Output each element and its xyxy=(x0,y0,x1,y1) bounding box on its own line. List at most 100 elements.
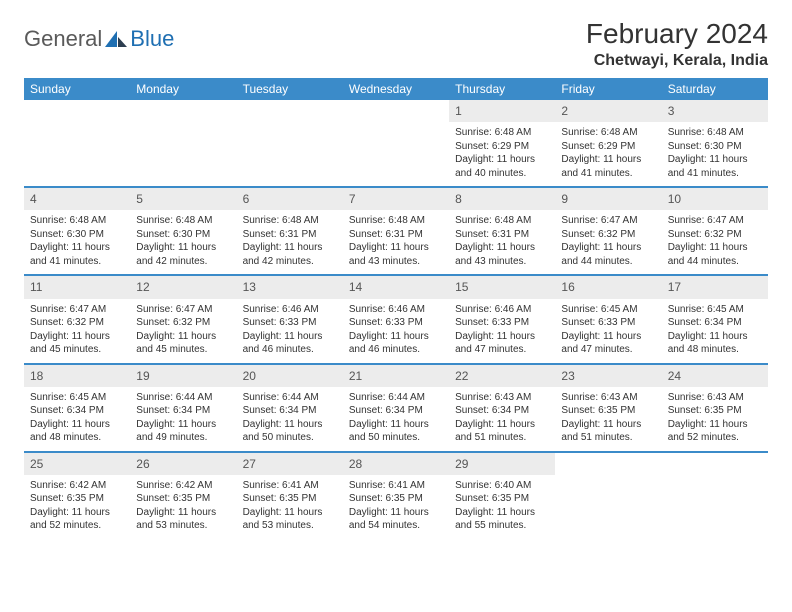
location-label: Chetwayi, Kerala, India xyxy=(586,52,768,70)
calendar-day-cell: 3Sunrise: 6:48 AMSunset: 6:30 PMDaylight… xyxy=(662,100,768,187)
day-number: 15 xyxy=(449,276,555,298)
sunrise-text: Sunrise: 6:46 AM xyxy=(243,303,337,317)
calendar-day-cell: 29Sunrise: 6:40 AMSunset: 6:35 PMDayligh… xyxy=(449,452,555,539)
sunrise-text: Sunrise: 6:46 AM xyxy=(455,303,549,317)
day-number: 29 xyxy=(449,453,555,475)
sunrise-text: Sunrise: 6:48 AM xyxy=(668,126,762,140)
calendar-day-cell: .. xyxy=(343,100,449,187)
daylight-text: Daylight: 11 hours and 43 minutes. xyxy=(349,241,443,268)
sunrise-text: Sunrise: 6:42 AM xyxy=(30,479,124,493)
daylight-text: Daylight: 11 hours and 42 minutes. xyxy=(243,241,337,268)
daylight-text: Daylight: 11 hours and 47 minutes. xyxy=(561,330,655,357)
daylight-text: Daylight: 11 hours and 53 minutes. xyxy=(136,506,230,533)
sunrise-text: Sunrise: 6:47 AM xyxy=(668,214,762,228)
calendar-day-cell: 21Sunrise: 6:44 AMSunset: 6:34 PMDayligh… xyxy=(343,364,449,452)
day-number: 20 xyxy=(237,365,343,387)
sunset-text: Sunset: 6:29 PM xyxy=(561,140,655,154)
calendar-day-cell: 23Sunrise: 6:43 AMSunset: 6:35 PMDayligh… xyxy=(555,364,661,452)
daylight-text: Daylight: 11 hours and 47 minutes. xyxy=(455,330,549,357)
day-details: Sunrise: 6:48 AMSunset: 6:29 PMDaylight:… xyxy=(449,122,555,186)
sunrise-text: Sunrise: 6:47 AM xyxy=(136,303,230,317)
day-details: Sunrise: 6:48 AMSunset: 6:31 PMDaylight:… xyxy=(237,210,343,274)
calendar-header-row: SundayMondayTuesdayWednesdayThursdayFrid… xyxy=(24,78,768,100)
daylight-text: Daylight: 11 hours and 51 minutes. xyxy=(561,418,655,445)
day-details: Sunrise: 6:43 AMSunset: 6:34 PMDaylight:… xyxy=(449,387,555,451)
brand-text-2: Blue xyxy=(130,26,174,52)
day-number: 25 xyxy=(24,453,130,475)
day-details: Sunrise: 6:43 AMSunset: 6:35 PMDaylight:… xyxy=(555,387,661,451)
calendar-day-cell: 13Sunrise: 6:46 AMSunset: 6:33 PMDayligh… xyxy=(237,275,343,363)
day-details: Sunrise: 6:48 AMSunset: 6:30 PMDaylight:… xyxy=(130,210,236,274)
day-details: Sunrise: 6:48 AMSunset: 6:30 PMDaylight:… xyxy=(662,122,768,186)
sunrise-text: Sunrise: 6:48 AM xyxy=(455,126,549,140)
sunset-text: Sunset: 6:34 PM xyxy=(136,404,230,418)
daylight-text: Daylight: 11 hours and 42 minutes. xyxy=(136,241,230,268)
sunrise-text: Sunrise: 6:45 AM xyxy=(30,391,124,405)
calendar-day-cell: 1Sunrise: 6:48 AMSunset: 6:29 PMDaylight… xyxy=(449,100,555,187)
sunset-text: Sunset: 6:29 PM xyxy=(455,140,549,154)
sunrise-text: Sunrise: 6:47 AM xyxy=(561,214,655,228)
sunset-text: Sunset: 6:32 PM xyxy=(136,316,230,330)
sunset-text: Sunset: 6:33 PM xyxy=(243,316,337,330)
calendar-day-cell: 14Sunrise: 6:46 AMSunset: 6:33 PMDayligh… xyxy=(343,275,449,363)
day-details: Sunrise: 6:41 AMSunset: 6:35 PMDaylight:… xyxy=(343,475,449,539)
day-number: 18 xyxy=(24,365,130,387)
sunrise-text: Sunrise: 6:40 AM xyxy=(455,479,549,493)
calendar-day-cell: 15Sunrise: 6:46 AMSunset: 6:33 PMDayligh… xyxy=(449,275,555,363)
calendar-day-cell: 27Sunrise: 6:41 AMSunset: 6:35 PMDayligh… xyxy=(237,452,343,539)
calendar-day-cell: 26Sunrise: 6:42 AMSunset: 6:35 PMDayligh… xyxy=(130,452,236,539)
calendar-day-cell: .. xyxy=(130,100,236,187)
sunset-text: Sunset: 6:35 PM xyxy=(561,404,655,418)
sunrise-text: Sunrise: 6:41 AM xyxy=(243,479,337,493)
day-details: Sunrise: 6:45 AMSunset: 6:33 PMDaylight:… xyxy=(555,299,661,363)
day-number: 26 xyxy=(130,453,236,475)
sunrise-text: Sunrise: 6:48 AM xyxy=(349,214,443,228)
day-number: 6 xyxy=(237,188,343,210)
brand-logo: General Blue xyxy=(24,18,174,52)
day-number: 24 xyxy=(662,365,768,387)
calendar-week-row: 11Sunrise: 6:47 AMSunset: 6:32 PMDayligh… xyxy=(24,275,768,363)
day-details: Sunrise: 6:47 AMSunset: 6:32 PMDaylight:… xyxy=(555,210,661,274)
calendar-day-cell: 22Sunrise: 6:43 AMSunset: 6:34 PMDayligh… xyxy=(449,364,555,452)
day-details: Sunrise: 6:48 AMSunset: 6:30 PMDaylight:… xyxy=(24,210,130,274)
sunset-text: Sunset: 6:35 PM xyxy=(349,492,443,506)
calendar-day-cell: 9Sunrise: 6:47 AMSunset: 6:32 PMDaylight… xyxy=(555,187,661,275)
sunrise-text: Sunrise: 6:48 AM xyxy=(243,214,337,228)
day-number: 3 xyxy=(662,100,768,122)
daylight-text: Daylight: 11 hours and 45 minutes. xyxy=(136,330,230,357)
sunset-text: Sunset: 6:30 PM xyxy=(668,140,762,154)
day-details: Sunrise: 6:48 AMSunset: 6:29 PMDaylight:… xyxy=(555,122,661,186)
sunset-text: Sunset: 6:30 PM xyxy=(30,228,124,242)
daylight-text: Daylight: 11 hours and 48 minutes. xyxy=(30,418,124,445)
page-title: February 2024 xyxy=(586,18,768,50)
calendar-table: SundayMondayTuesdayWednesdayThursdayFrid… xyxy=(24,78,768,539)
sunrise-text: Sunrise: 6:43 AM xyxy=(668,391,762,405)
sunset-text: Sunset: 6:33 PM xyxy=(561,316,655,330)
sunrise-text: Sunrise: 6:47 AM xyxy=(30,303,124,317)
day-details: Sunrise: 6:40 AMSunset: 6:35 PMDaylight:… xyxy=(449,475,555,539)
sunrise-text: Sunrise: 6:46 AM xyxy=(349,303,443,317)
daylight-text: Daylight: 11 hours and 50 minutes. xyxy=(349,418,443,445)
sunrise-text: Sunrise: 6:43 AM xyxy=(561,391,655,405)
daylight-text: Daylight: 11 hours and 44 minutes. xyxy=(561,241,655,268)
sunrise-text: Sunrise: 6:43 AM xyxy=(455,391,549,405)
day-number: 23 xyxy=(555,365,661,387)
daylight-text: Daylight: 11 hours and 46 minutes. xyxy=(349,330,443,357)
sunset-text: Sunset: 6:35 PM xyxy=(243,492,337,506)
day-number: 1 xyxy=(449,100,555,122)
day-details: Sunrise: 6:46 AMSunset: 6:33 PMDaylight:… xyxy=(237,299,343,363)
sunrise-text: Sunrise: 6:44 AM xyxy=(243,391,337,405)
calendar-day-cell: 18Sunrise: 6:45 AMSunset: 6:34 PMDayligh… xyxy=(24,364,130,452)
calendar-day-cell: 16Sunrise: 6:45 AMSunset: 6:33 PMDayligh… xyxy=(555,275,661,363)
calendar-body: ........1Sunrise: 6:48 AMSunset: 6:29 PM… xyxy=(24,100,768,539)
weekday-header: Tuesday xyxy=(237,78,343,100)
day-number: 28 xyxy=(343,453,449,475)
calendar-day-cell: 6Sunrise: 6:48 AMSunset: 6:31 PMDaylight… xyxy=(237,187,343,275)
daylight-text: Daylight: 11 hours and 50 minutes. xyxy=(243,418,337,445)
day-details: Sunrise: 6:42 AMSunset: 6:35 PMDaylight:… xyxy=(24,475,130,539)
day-details: Sunrise: 6:48 AMSunset: 6:31 PMDaylight:… xyxy=(343,210,449,274)
sunset-text: Sunset: 6:31 PM xyxy=(349,228,443,242)
calendar-day-cell: 10Sunrise: 6:47 AMSunset: 6:32 PMDayligh… xyxy=(662,187,768,275)
weekday-header: Saturday xyxy=(662,78,768,100)
calendar-day-cell: 17Sunrise: 6:45 AMSunset: 6:34 PMDayligh… xyxy=(662,275,768,363)
